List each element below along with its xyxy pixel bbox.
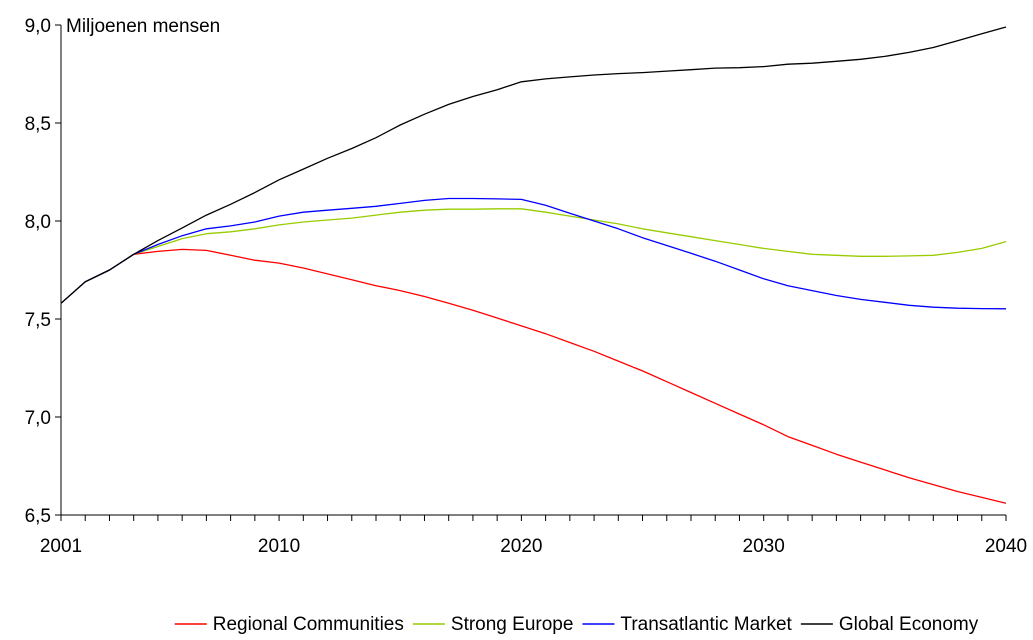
series-line-transatlantic-market bbox=[60, 197, 1007, 310]
y-tick-label: 8,5 bbox=[25, 114, 51, 135]
legend: Regional Communities Strong Europe Transat… bbox=[174, 614, 979, 635]
x-tick-label: 2040 bbox=[985, 536, 1027, 557]
y-tick-label: 9,0 bbox=[25, 16, 51, 37]
series-line-strong-europe bbox=[60, 208, 1007, 304]
series-line-regional-communities bbox=[60, 248, 1007, 504]
x-tick-label: 2030 bbox=[743, 536, 785, 557]
y-tick-label: 6,5 bbox=[25, 506, 51, 527]
y-tick-label: 7,5 bbox=[25, 310, 51, 331]
y-tick-label: 7,0 bbox=[25, 408, 51, 429]
legend-label: Global Economy bbox=[839, 614, 979, 635]
x-tick-label: 2001 bbox=[40, 536, 82, 557]
x-tick-label: 2010 bbox=[258, 536, 300, 557]
x-tick-label: 2020 bbox=[500, 536, 542, 557]
series-lines bbox=[60, 26, 1007, 504]
y-tick-label: 8,0 bbox=[25, 212, 51, 233]
axes: 6,5 7,0 7,5 8,0 8,5 9,0 2001 2010 2020 2030 2040 bbox=[25, 16, 1028, 557]
series-line-global-economy bbox=[60, 26, 1007, 304]
legend-label: Transatlantic Market bbox=[620, 614, 792, 635]
y-axis-label: Miljoenen mensen bbox=[66, 16, 220, 37]
legend-label: Strong Europe bbox=[451, 614, 574, 635]
legend-label: Regional Communities bbox=[213, 614, 404, 635]
